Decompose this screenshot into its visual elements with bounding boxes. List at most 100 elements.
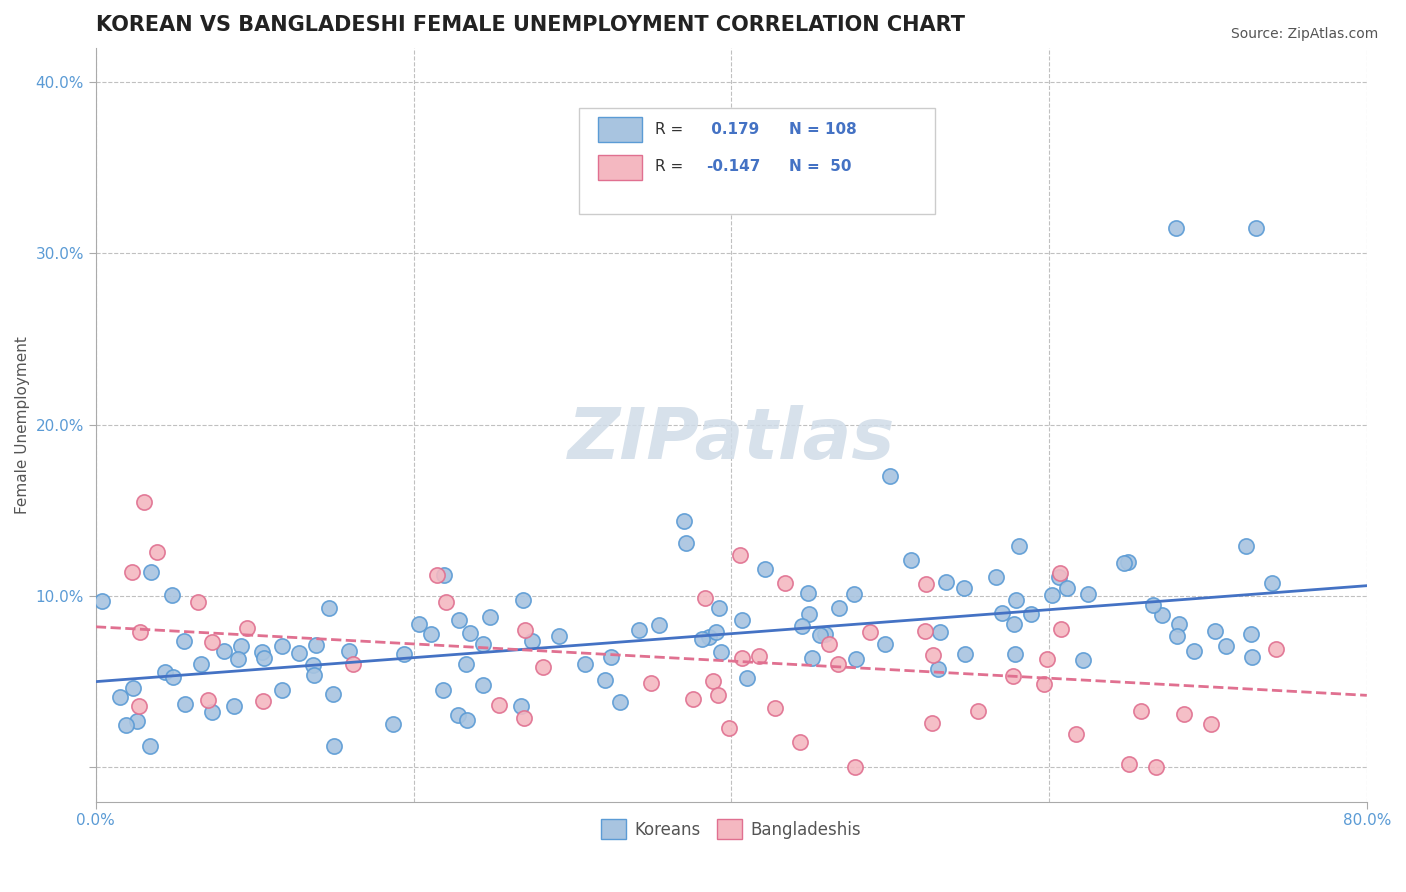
Point: [707, 600, 730, 615]
Point: [146, 545, 169, 559]
Point: [531, 660, 554, 674]
Point: [288, 646, 311, 660]
Point: [1264, 642, 1286, 657]
Point: [697, 630, 720, 644]
Point: [250, 645, 273, 659]
Point: [1182, 644, 1205, 658]
Point: [472, 678, 495, 692]
Point: [447, 707, 470, 722]
Point: [704, 624, 727, 639]
Point: [479, 609, 502, 624]
Point: [1152, 607, 1174, 622]
Point: [1168, 617, 1191, 632]
Point: [1116, 555, 1139, 569]
Point: [548, 628, 571, 642]
Point: [922, 648, 945, 662]
Point: [110, 690, 132, 704]
Point: [1166, 629, 1188, 643]
Point: [817, 637, 839, 651]
Point: [190, 657, 212, 671]
FancyBboxPatch shape: [598, 117, 643, 142]
Text: 0.179: 0.179: [706, 121, 759, 136]
Point: [1201, 717, 1223, 731]
Point: [342, 657, 364, 671]
Point: [914, 624, 936, 639]
Point: [513, 623, 536, 637]
Point: [967, 705, 990, 719]
Point: [162, 670, 184, 684]
Point: [197, 693, 219, 707]
Point: [252, 694, 274, 708]
Point: [122, 681, 145, 696]
Text: N =  50: N = 50: [789, 160, 851, 174]
Point: [731, 613, 754, 627]
Point: [1056, 581, 1078, 595]
Point: [322, 687, 344, 701]
Point: [472, 637, 495, 651]
Point: [456, 657, 478, 672]
Point: [510, 699, 533, 714]
Point: [927, 662, 949, 676]
Text: ZIPatlas: ZIPatlas: [568, 405, 896, 475]
Text: R =: R =: [655, 121, 683, 136]
Point: [675, 536, 697, 550]
Point: [797, 586, 820, 600]
Point: [609, 695, 631, 709]
Point: [1240, 650, 1263, 665]
Point: [456, 713, 478, 727]
Point: [214, 644, 236, 658]
Point: [1064, 726, 1087, 740]
Point: [682, 691, 704, 706]
Point: [1142, 598, 1164, 612]
Point: [984, 570, 1007, 584]
Point: [647, 617, 669, 632]
Point: [270, 683, 292, 698]
Point: [447, 613, 470, 627]
Point: [599, 650, 621, 665]
Point: [1008, 539, 1031, 553]
Point: [160, 588, 183, 602]
Point: [337, 644, 360, 658]
Point: [125, 714, 148, 728]
Point: [318, 601, 340, 615]
Point: [1002, 669, 1025, 683]
Point: [1071, 653, 1094, 667]
Point: [1114, 556, 1136, 570]
Point: [640, 675, 662, 690]
Text: -0.147: -0.147: [706, 160, 761, 174]
Point: [875, 637, 897, 651]
Text: N = 108: N = 108: [789, 121, 856, 136]
Point: [754, 562, 776, 576]
Point: [844, 587, 866, 601]
Point: [173, 697, 195, 711]
Point: [935, 575, 957, 590]
Point: [201, 705, 224, 719]
Point: [1049, 566, 1071, 581]
Point: [717, 721, 740, 735]
Point: [460, 626, 482, 640]
Point: [789, 735, 811, 749]
Point: [1118, 757, 1140, 772]
Point: [1173, 706, 1195, 721]
Point: [91, 594, 114, 608]
Point: [434, 595, 457, 609]
Point: [673, 514, 696, 528]
Point: [1033, 677, 1056, 691]
Point: [953, 647, 976, 661]
Point: [153, 665, 176, 680]
Point: [513, 711, 536, 725]
Point: [702, 673, 724, 688]
Point: [1244, 220, 1267, 235]
Point: [921, 716, 943, 731]
Point: [129, 625, 152, 640]
Point: [1130, 704, 1153, 718]
Point: [304, 668, 326, 682]
Point: [139, 739, 162, 754]
Text: KOREAN VS BANGLADESHI FEMALE UNEMPLOYMENT CORRELATION CHART: KOREAN VS BANGLADESHI FEMALE UNEMPLOYMEN…: [96, 15, 965, 35]
Point: [1240, 627, 1263, 641]
Point: [1004, 647, 1026, 661]
Point: [173, 634, 195, 648]
Y-axis label: Female Unemployment: Female Unemployment: [15, 335, 30, 514]
Point: [222, 699, 245, 714]
Point: [115, 718, 138, 732]
